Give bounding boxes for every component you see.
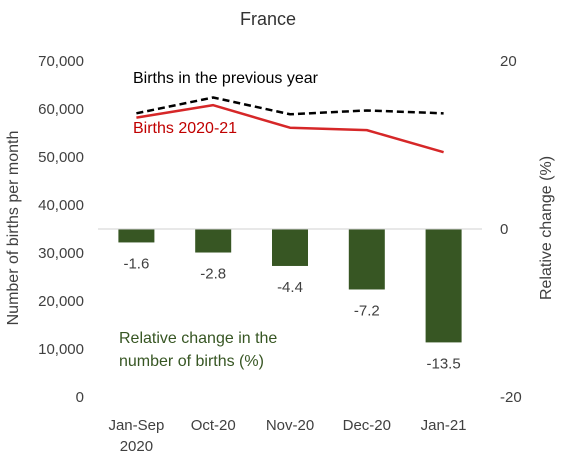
bar [272,229,308,266]
left-tick-label: 60,000 [38,101,84,118]
right-axis-ticks: -20 0 20 [500,53,522,406]
left-tick-label: 40,000 [38,197,84,214]
category-label: Nov-20 [266,417,314,434]
category-label: Jan-21 [421,417,467,434]
legend-relative-change-line2: number of births (%) [119,353,264,370]
category-label: Jan-Sep [108,417,164,434]
left-axis-title: Number of births per month [5,131,22,326]
category-label: Dec-20 [343,417,391,434]
legend-relative-change-line1: Relative change in the [119,330,277,347]
left-axis-ticks: 0 10,000 20,000 30,000 40,000 50,000 60,000 70,… [38,53,84,406]
bar [118,229,155,243]
chart-title: France [240,9,296,29]
right-tick-label: 0 [500,221,508,238]
category-label: 2020 [120,438,153,455]
left-tick-label: 10,000 [38,341,84,358]
right-tick-label: -20 [500,389,522,406]
legend-births-2020-21: Births 2020-21 [133,120,237,137]
category-labels: Jan-Sep 2020 Oct-20 Nov-20 Dec-20 Jan-21 [108,417,466,455]
left-tick-label: 0 [76,389,84,406]
births-2020-21-line [136,103,444,154]
bar-data-label: -2.8 [200,266,226,283]
left-tick-label: 20,000 [38,293,84,310]
bar-data-label: -13.5 [426,355,460,372]
right-tick-label: 20 [500,53,517,70]
left-tick-label: 50,000 [38,149,84,166]
bar-data-labels: -1.6 -2.8 -4.4 -7.2 -13.5 [123,255,460,372]
right-axis-title: Relative change (%) [538,156,555,300]
bar-data-label: -4.4 [277,279,303,296]
bar-data-label: -7.2 [354,302,380,319]
legend-previous-year: Births in the previous year [133,70,319,87]
category-label: Oct-20 [191,417,236,434]
bar-data-label: -1.6 [123,255,149,272]
bar [195,229,232,253]
left-tick-label: 30,000 [38,245,84,262]
bar [425,229,462,343]
line-series [136,96,444,154]
bar-series [118,229,462,343]
previous-year-line [136,96,444,116]
left-tick-label: 70,000 [38,53,84,70]
bar [348,229,385,290]
